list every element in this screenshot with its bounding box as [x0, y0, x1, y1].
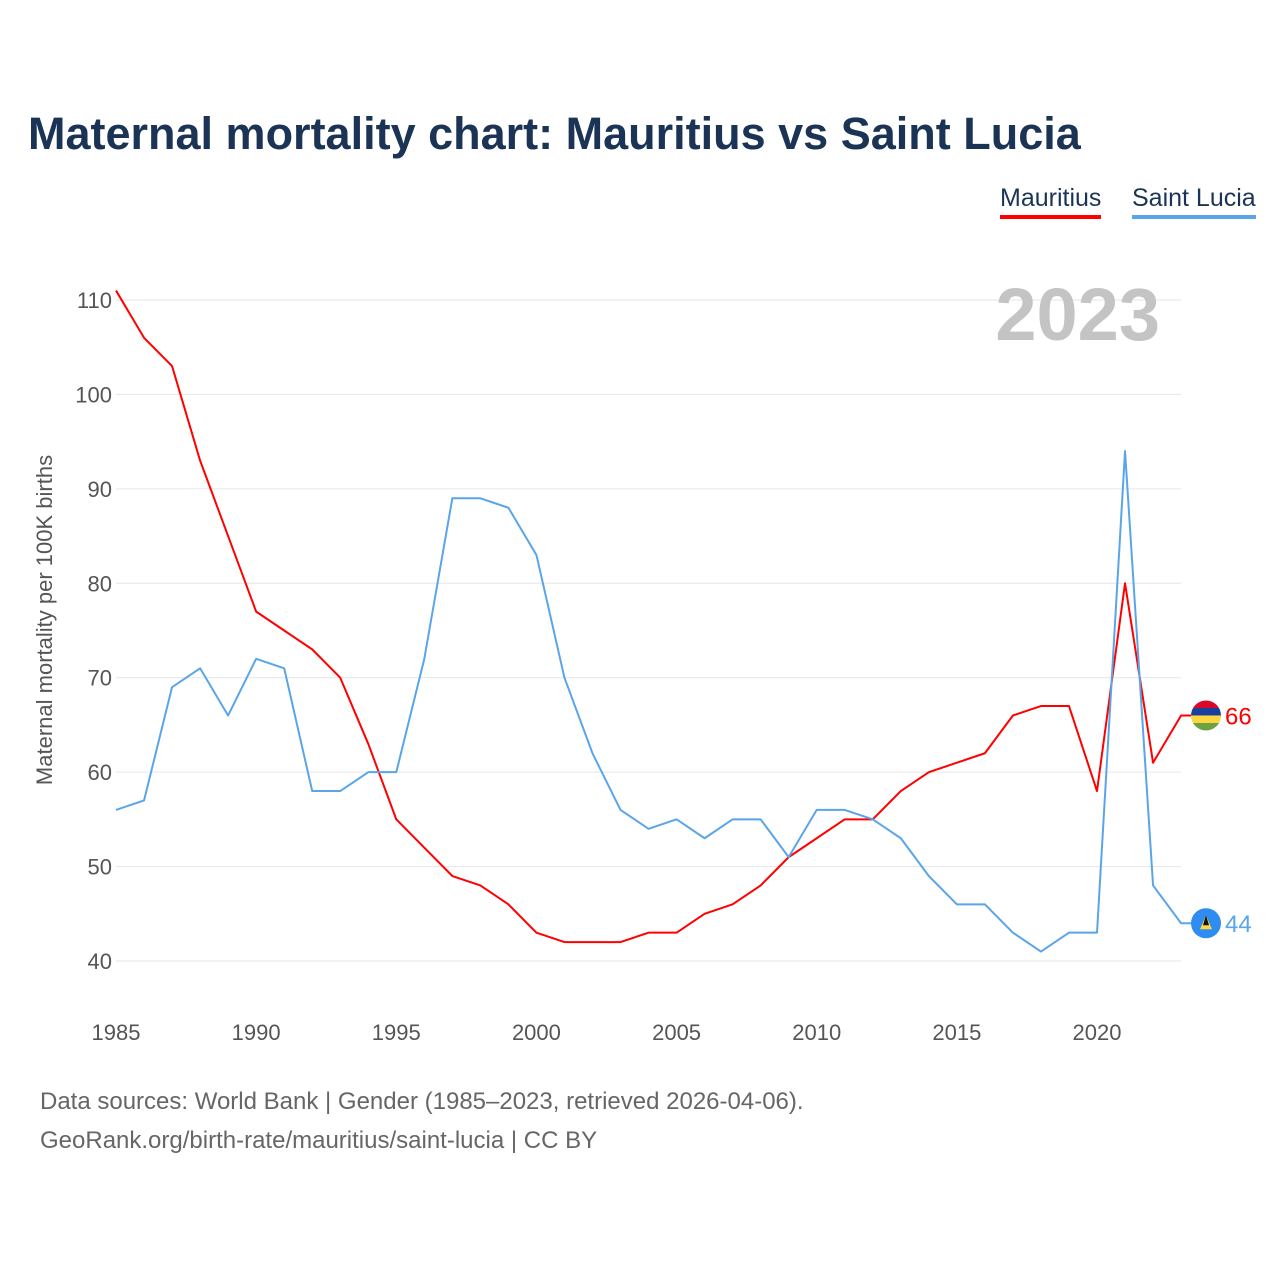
x-tick-label: 2020 [1073, 1020, 1122, 1045]
y-tick-label: 100 [75, 382, 112, 407]
mauritius-flag-icon [1191, 700, 1221, 708]
x-tick-label: 1985 [92, 1020, 141, 1045]
x-tick-label: 1990 [232, 1020, 281, 1045]
mauritius-flag-icon [1191, 715, 1221, 723]
legend-saint-lucia[interactable]: Saint Lucia [1132, 184, 1256, 219]
y-tick-label: 110 [77, 288, 112, 313]
y-tick-label: 80 [88, 571, 112, 596]
footer-link[interactable]: GeoRank.org/birth-rate/mauritius/saint-l… [40, 1127, 598, 1154]
y-tick-label: 50 [88, 855, 112, 880]
series-line-mauritius [115, 290, 1192, 944]
x-tick-label: 2010 [792, 1020, 841, 1045]
x-tick-label: 2000 [512, 1020, 561, 1045]
y-axis-label: Maternal mortality per 100K births [32, 455, 57, 785]
end-value-label: 44 [1225, 911, 1252, 938]
end-value-label: 66 [1225, 703, 1252, 730]
series-line-saint-lucia [115, 450, 1192, 953]
y-tick-label: 40 [88, 949, 112, 974]
mauritius-flag-icon [1191, 722, 1221, 731]
y-tick-label: 70 [88, 666, 112, 691]
chart-title: Maternal mortality chart: Mauritius vs S… [28, 108, 1081, 159]
legend-mauritius[interactable]: Mauritius [1000, 184, 1102, 219]
x-tick-label: 2005 [652, 1020, 701, 1045]
mauritius-flag-icon [1191, 707, 1221, 716]
saint-lucia-flag-icon [1203, 915, 1209, 926]
x-tick-label: 2015 [932, 1020, 981, 1045]
y-tick-label: 60 [88, 760, 112, 785]
x-tick-label: 1995 [372, 1020, 421, 1045]
year-watermark: 2023 [995, 273, 1160, 356]
footer-source: Data sources: World Bank | Gender (1985–… [40, 1088, 804, 1115]
y-tick-label: 90 [88, 477, 112, 502]
